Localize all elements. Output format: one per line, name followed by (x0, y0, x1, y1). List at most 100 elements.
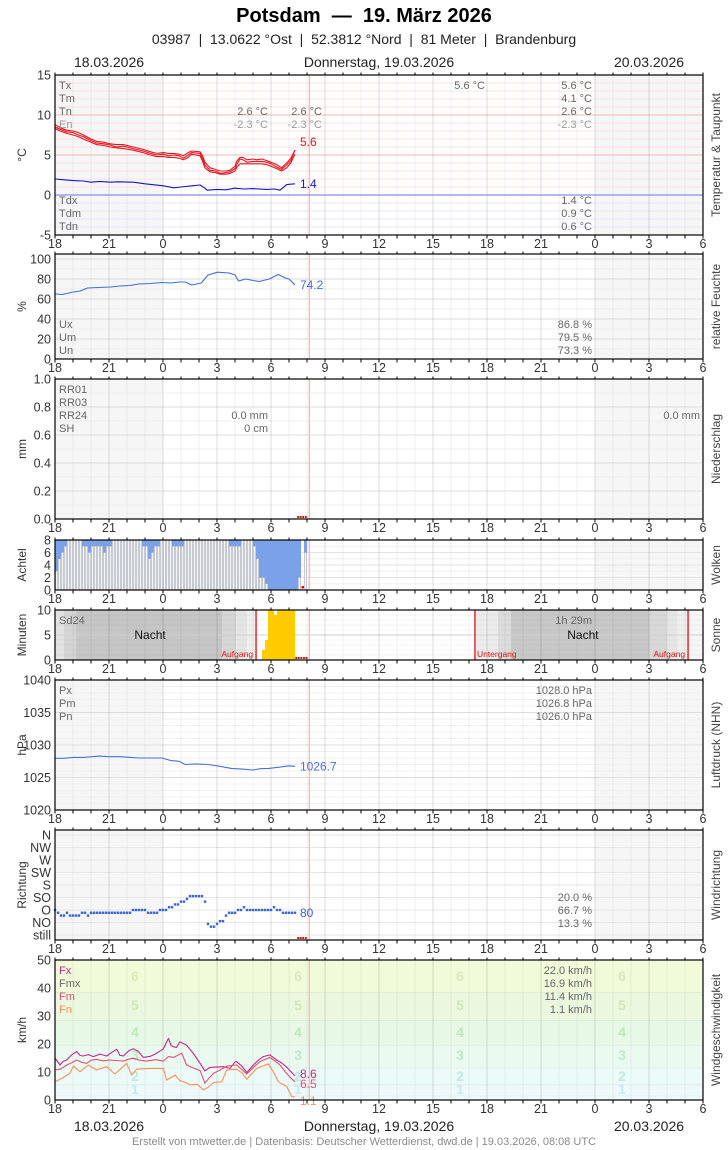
clear-sky-fill (304, 540, 308, 553)
y-tick-label: 0 (44, 353, 51, 367)
wind-direction-point (86, 914, 90, 917)
clear-sky-fill (268, 540, 272, 590)
cloud-cover-bar (85, 545, 88, 591)
cloud-cover-bar (82, 545, 85, 591)
clear-sky-fill (82, 540, 86, 547)
wind-direction-point (104, 911, 108, 914)
cloud-cover-bar (196, 539, 199, 591)
y-tick-label: 0 (44, 654, 51, 668)
beaufort-label: 6 (456, 968, 464, 984)
stat-value: 86.8 % (558, 319, 592, 331)
y-tick-label: 10 (37, 109, 51, 123)
y-axis-label: Richtung (15, 861, 29, 908)
x-tick-label: 3 (646, 662, 653, 676)
x-tick-label: 18 (48, 1102, 62, 1116)
cloud-cover-bar (217, 539, 220, 591)
wind-direction-point (56, 911, 60, 914)
x-tick-label: 3 (646, 942, 653, 956)
wind-direction-point (149, 911, 153, 914)
cloud-cover-bar (172, 545, 175, 591)
x-tick-label: 18 (48, 942, 62, 956)
current-value-label: 5.6 (300, 135, 317, 149)
stat-label: SH (59, 423, 74, 435)
cloud-cover-bar (250, 539, 253, 591)
cloud-cover-bar (67, 539, 70, 591)
cloud-cover-bar (76, 539, 79, 591)
cloud-cover-bar (226, 539, 229, 591)
clear-sky-fill (157, 540, 161, 547)
wind-direction-point (278, 908, 282, 912)
x-tick-label: 3 (214, 942, 221, 956)
x-tick-label: 6 (268, 662, 275, 676)
x-tick-label: 6 (268, 237, 275, 251)
y-tick-label: 80 (37, 273, 51, 287)
wind-direction-point (248, 908, 252, 912)
next-day-shade (595, 254, 703, 359)
missing-data-marker (297, 657, 300, 659)
wind-direction-point (122, 911, 126, 914)
cloud-cover-bar (124, 539, 127, 591)
y-axis-label: Achtel (15, 548, 29, 581)
wind-direction-point (164, 908, 168, 912)
x-tick-label: 21 (534, 942, 548, 956)
y-tick-label: 1020 (23, 804, 51, 818)
x-tick-label: 15 (426, 521, 440, 535)
wind-direction-point (170, 906, 174, 909)
y-tick-label: 0 (44, 584, 51, 598)
x-tick-label: 18 (480, 237, 494, 251)
beaufort-label: 3 (294, 1047, 302, 1063)
y-axis-label: hPa (15, 734, 29, 756)
stat-value: -2.3 °C (558, 119, 592, 131)
missing-data-marker (302, 937, 305, 939)
sunshine-bar (292, 610, 296, 660)
wind-direction-point (191, 894, 195, 898)
panel-title: Temperatur & Taupunkt (709, 92, 723, 217)
sunrise-label: Aufgang (653, 649, 685, 659)
wind-direction-point (275, 908, 279, 912)
wind-direction-point (83, 911, 87, 914)
clear-sky-fill (292, 540, 296, 590)
x-tick-label: 21 (102, 361, 116, 375)
chart-sunshine: Nacht Nacht Aufgang Untergang Aufgang 18 21 0 3 6… (15, 604, 723, 677)
date-current-day-bottom: Donnerstag, 19.03.2026 (303, 1118, 455, 1134)
current-value-label: 1026.7 (300, 759, 337, 773)
wind-direction-point (221, 919, 225, 923)
beaufort-label: 2 (618, 1068, 626, 1084)
stat-label: Tdn (59, 221, 78, 233)
wind-direction-point (161, 908, 165, 912)
stat-value: 2.6 °C (237, 106, 268, 118)
stat-label: Fn (59, 1004, 72, 1016)
wind-direction-point (281, 911, 285, 914)
cloud-cover-bar (142, 545, 145, 591)
chart-wind-speed: 1 1 1 12 2 2 23 3 3 34 4 4 45 5 5 56 6 6 68.66.51.118 21 0 3 6… (15, 954, 723, 1117)
x-tick-label: 0 (160, 662, 167, 676)
y-category-label: SW (31, 866, 51, 880)
current-value-label: 8.6 (300, 1067, 317, 1081)
y-tick-label: 0 (44, 1094, 51, 1108)
x-tick-label: 6 (268, 592, 275, 606)
wind-direction-point (89, 911, 93, 914)
current-value-label: 1.4 (300, 177, 317, 191)
x-tick-label: 18 (48, 361, 62, 375)
wind-direction-point (140, 908, 144, 912)
cloud-cover-bar (79, 539, 82, 591)
wind-direction-point (158, 908, 162, 912)
cloud-cover-bar (70, 539, 73, 591)
stat-label: Tx (59, 80, 72, 92)
series-line-t-max (54, 124, 296, 172)
beaufort-label: 6 (618, 968, 626, 984)
y-tick-label: 0.8 (34, 401, 51, 415)
beaufort-label: 3 (618, 1047, 626, 1063)
wind-direction-point (203, 900, 207, 903)
cloud-cover-bar (223, 539, 226, 591)
clear-sky-fill (151, 540, 155, 553)
x-tick-label: 0 (160, 237, 167, 251)
y-tick-label: 1025 (23, 771, 51, 785)
y-tick-label: 10 (37, 1066, 51, 1080)
x-tick-label: 3 (646, 521, 653, 535)
y-tick-label: 1035 (23, 706, 51, 720)
y-category-label: N (42, 829, 51, 843)
wind-direction-point (194, 894, 198, 898)
